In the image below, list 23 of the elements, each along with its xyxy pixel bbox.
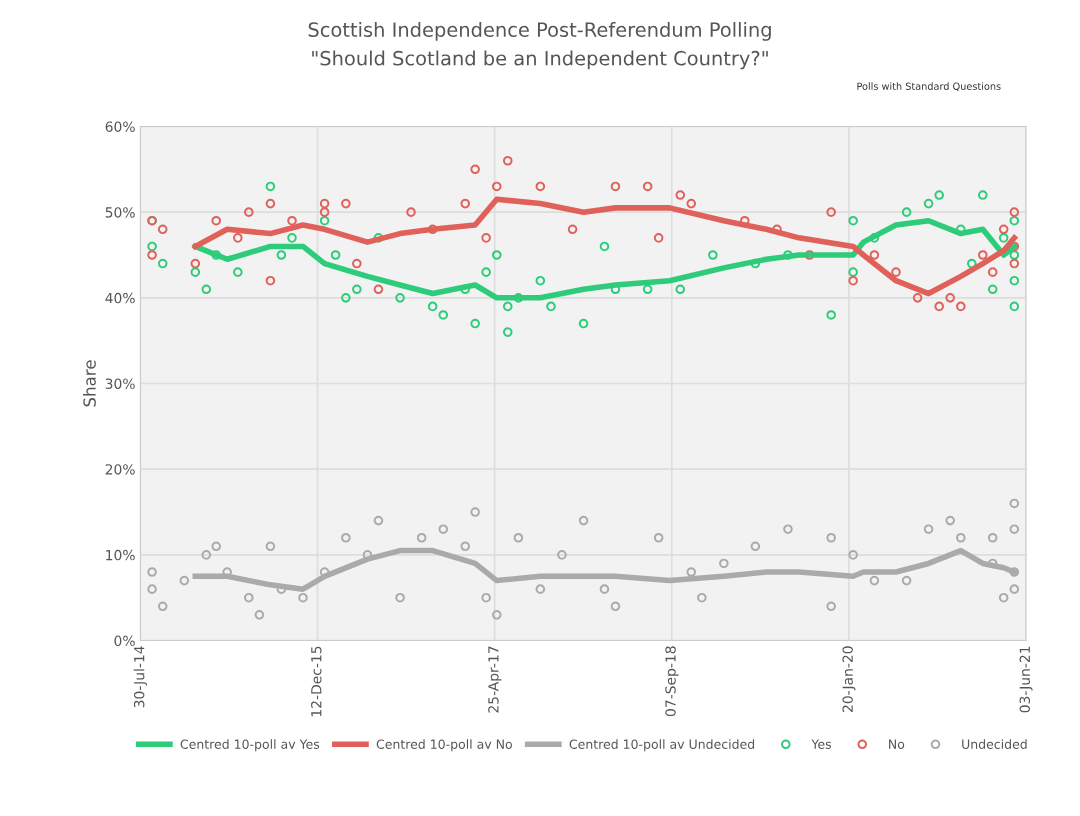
y-tick-label: 60% — [105, 121, 135, 132]
y-tick-label: 40% — [105, 292, 135, 304]
legend-label: Undecided — [962, 739, 1027, 749]
legend-label: Centred 10-poll av Undecided — [569, 739, 755, 752]
x-tick-label: 25-Apr-17 — [488, 646, 502, 713]
y-tick-label: 0% — [114, 635, 135, 647]
y-axis-title: Share — [82, 360, 96, 407]
y-tick-label: 30% — [105, 378, 135, 389]
legend-label: Centred 10-poll av No — [376, 739, 512, 752]
x-tick-label: 12-Dec-15 — [311, 646, 322, 717]
x-tick-label: 30-Jul-14 — [133, 646, 148, 708]
chart-title: Scottish Independence Post-Referendum Polling — [308, 21, 771, 41]
x-tick-label: 20-Jan-20 — [842, 646, 856, 712]
legend-label: No — [889, 739, 905, 749]
y-tick-label: 50% — [105, 207, 135, 218]
y-tick-label: 10% — [106, 549, 135, 561]
legend-label: Yes — [811, 739, 831, 749]
text: Polls with Standard Questions — [857, 82, 1001, 92]
x-tick-label: 07-Sep-18 — [665, 646, 679, 717]
legend-label: Centred 10-poll av Yes — [180, 739, 320, 752]
y-tick-label: 20% — [105, 464, 135, 475]
x-tick-label: 03-Jun-21 — [1019, 646, 1033, 713]
chart-subtitle: "Should Scotland be an Independent Country?" — [312, 50, 768, 70]
